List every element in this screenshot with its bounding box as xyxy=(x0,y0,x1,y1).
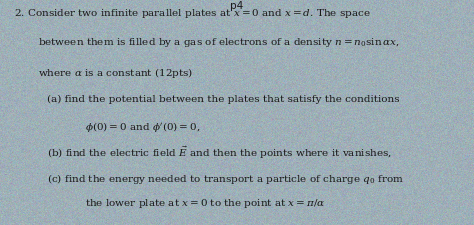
Text: (c) find the energy needed to transport a particle of charge $q_0$ from: (c) find the energy needed to transport … xyxy=(47,171,404,185)
Text: where $\alpha$ is a constant (12pts): where $\alpha$ is a constant (12pts) xyxy=(38,65,193,79)
Text: 2. Consider two infinite parallel plates at $x = 0$ and $x = d$. The space: 2. Consider two infinite parallel plates… xyxy=(14,7,371,20)
Text: (a) find the potential between the plates that satisfy the conditions: (a) find the potential between the plate… xyxy=(47,94,400,104)
Text: between them is filled by a gas of electrons of a density $n = n_0 \sin\alpha x$: between them is filled by a gas of elect… xyxy=(38,36,400,49)
Text: $\phi(0) = 0$ and $\phi'(0) = 0$,: $\phi(0) = 0$ and $\phi'(0) = 0$, xyxy=(85,119,201,133)
Text: p4: p4 xyxy=(230,1,244,11)
Text: the lower plate at $x = 0$ to the point at $x = \pi/\alpha$: the lower plate at $x = 0$ to the point … xyxy=(85,196,326,209)
Text: (b) find the electric field $\vec{E}$ and then the points where it vanishes,: (b) find the electric field $\vec{E}$ an… xyxy=(47,144,392,160)
